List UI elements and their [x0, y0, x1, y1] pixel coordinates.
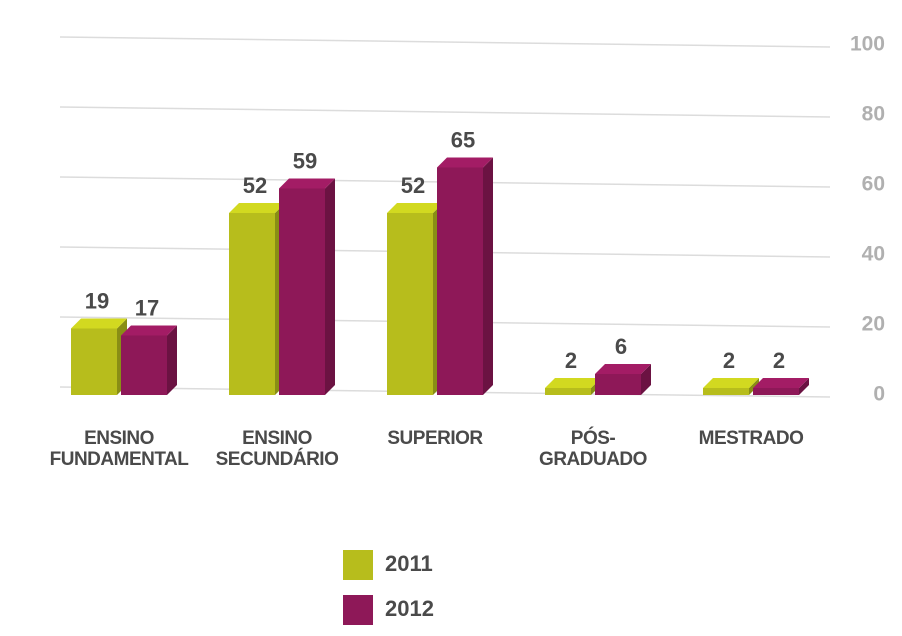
- bar-front: [279, 189, 325, 396]
- legend-label: 2011: [385, 551, 433, 576]
- bar-front: [229, 213, 275, 395]
- chart: 0 20 40 60 80 100 19 17 52 59 52 65 2 6 2 2 2011 2012: [0, 0, 902, 636]
- bar: [229, 203, 285, 395]
- page: 0 20 40 60 80 100 19 17 52 59 52 65 2 6 2 2 2011 2012 ENS…: [0, 0, 902, 636]
- bar-front: [387, 213, 433, 395]
- legend-label: 2012: [385, 596, 434, 621]
- value-label: 52: [401, 173, 425, 198]
- bar: [279, 179, 335, 396]
- bar-front: [121, 336, 167, 396]
- value-label: 19: [85, 288, 109, 313]
- bar-front: [437, 168, 483, 396]
- grid-line: [60, 37, 830, 47]
- legend-swatch: [343, 550, 373, 580]
- bar: [545, 378, 601, 395]
- x-tick-label: ENSINO SECUNDÁRIO: [207, 428, 347, 470]
- legend-swatch: [343, 595, 373, 625]
- y-tick-label: 80: [862, 103, 885, 126]
- value-label: 6: [615, 334, 627, 359]
- value-label: 2: [773, 348, 785, 373]
- y-tick-label: 0: [873, 383, 885, 406]
- bar: [753, 378, 809, 395]
- bar-side: [167, 326, 177, 396]
- bar: [71, 319, 127, 396]
- x-tick-label: ENSINO FUNDAMENTAL: [49, 428, 189, 470]
- bar-front: [545, 388, 591, 395]
- bar-front: [753, 388, 799, 395]
- x-tick-label: PÓS-GRADUADO: [523, 428, 663, 470]
- bar: [121, 326, 177, 396]
- value-label: 2: [723, 348, 735, 373]
- bar-front: [703, 388, 749, 395]
- bar-side: [325, 179, 335, 396]
- y-tick-label: 40: [862, 243, 885, 266]
- bar: [437, 158, 493, 396]
- y-tick-label: 20: [862, 313, 885, 336]
- bar: [703, 378, 759, 395]
- bar: [387, 203, 443, 395]
- value-label: 65: [451, 127, 475, 152]
- bar-side: [483, 158, 493, 396]
- bar-front: [595, 374, 641, 395]
- y-tick-label: 60: [862, 173, 885, 196]
- grid-line: [60, 107, 830, 117]
- value-label: 52: [243, 173, 267, 198]
- value-label: 59: [293, 148, 317, 173]
- x-tick-label: SUPERIOR: [365, 428, 505, 449]
- bar: [595, 364, 651, 395]
- y-tick-label: 100: [850, 33, 885, 56]
- value-label: 17: [135, 295, 159, 320]
- value-label: 2: [565, 348, 577, 373]
- x-tick-label: MESTRADO: [681, 428, 821, 449]
- bar-front: [71, 329, 117, 396]
